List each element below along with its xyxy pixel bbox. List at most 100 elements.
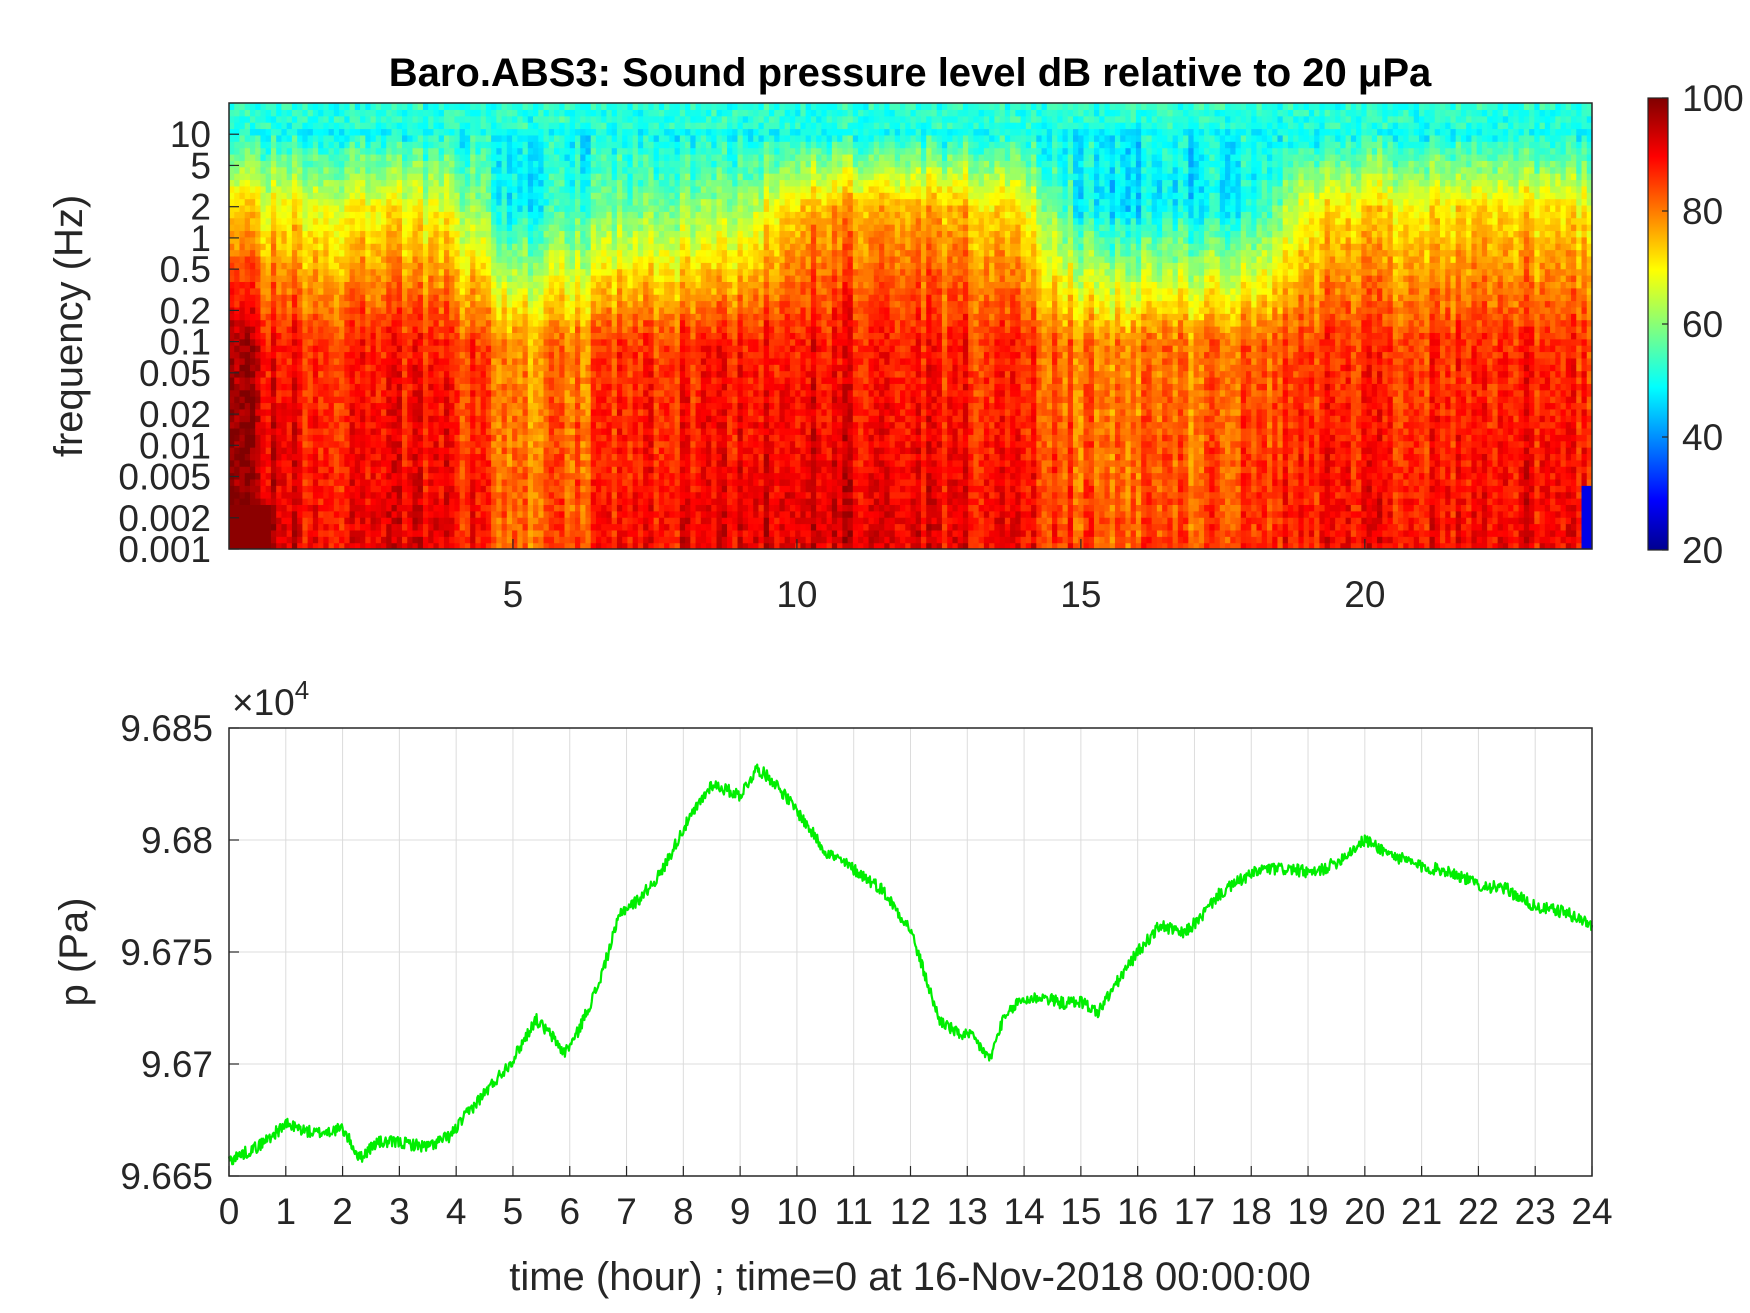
spectrogram-cell xyxy=(506,447,513,455)
spectrogram-cell xyxy=(454,345,461,353)
spectrogram-cell xyxy=(554,370,560,378)
spectrogram-cell xyxy=(543,389,550,397)
spectrogram-cell xyxy=(270,357,277,365)
spectrogram-cell xyxy=(391,115,398,123)
spectrogram-cell xyxy=(375,376,382,384)
spectrogram-cell xyxy=(475,421,482,429)
spectrogram-cell xyxy=(249,192,256,200)
spectrogram-cell xyxy=(349,128,356,136)
spectrogram-cell xyxy=(491,204,497,212)
spectrogram-cell xyxy=(590,211,597,219)
spectrogram-cell xyxy=(443,364,450,372)
spectrogram-cell xyxy=(302,268,309,276)
spectrogram-cell xyxy=(428,243,435,251)
spectrogram-cell xyxy=(428,478,435,486)
spectrogram-cell xyxy=(381,141,387,149)
spectrogram-cell xyxy=(480,166,487,174)
spectrogram-cell xyxy=(302,434,309,442)
spectrogram-cell xyxy=(354,478,361,486)
spectrogram-cell xyxy=(533,434,539,442)
spectrogram-cell xyxy=(312,236,319,244)
spectrogram-cell xyxy=(312,173,319,181)
spectrogram-cell xyxy=(370,408,377,416)
spectrogram-cell xyxy=(417,510,424,518)
spectrogram-cell xyxy=(375,300,382,308)
spectrogram-cell xyxy=(239,376,246,384)
spectrogram-cell xyxy=(480,415,487,423)
spectrogram-cell xyxy=(580,370,587,378)
spectrogram-cell xyxy=(344,421,351,429)
spectrogram-cell xyxy=(333,427,340,435)
spectrogram-cell xyxy=(470,376,476,384)
spectrogram-cell xyxy=(375,122,382,130)
spectrogram-cell xyxy=(239,357,246,365)
spectrogram-cell xyxy=(386,510,393,518)
spectrogram-cell xyxy=(255,236,262,244)
spectrogram-cell xyxy=(239,115,246,123)
spectrogram-cell xyxy=(260,472,267,480)
spectrogram-cell xyxy=(396,268,403,276)
spectrogram-cell xyxy=(255,153,262,161)
spectrogram-cell xyxy=(538,166,545,174)
spectrogram-cell xyxy=(260,447,267,455)
spectrogram-cell xyxy=(375,134,382,142)
spectrogram-cell xyxy=(234,421,241,429)
spectrogram-cell xyxy=(391,427,398,435)
spectrogram-cell xyxy=(595,147,602,155)
spectrogram-cell xyxy=(454,249,461,257)
spectrogram-cell xyxy=(244,294,251,302)
spectrogram-cell xyxy=(433,542,440,549)
spectrogram-cell xyxy=(386,217,393,225)
spectrogram-cell xyxy=(312,204,319,212)
spectrogram-cell xyxy=(464,447,471,455)
spectrogram-cell xyxy=(375,447,382,455)
spectrogram-cell xyxy=(249,230,256,238)
spectrogram-cell xyxy=(548,396,555,404)
spectrogram-cell xyxy=(438,262,445,270)
spectrogram-cell xyxy=(512,134,518,142)
spectrogram-cell xyxy=(249,173,256,181)
spectrogram-cell xyxy=(297,160,303,168)
spectrogram-cell xyxy=(533,396,539,404)
spectrogram-cell xyxy=(443,198,450,206)
spectrogram-cell xyxy=(569,319,576,327)
spectrogram-cell xyxy=(302,383,309,391)
spectrogram-cell xyxy=(454,383,461,391)
spectrogram-cell xyxy=(522,498,529,505)
spectrogram-cell xyxy=(318,185,324,193)
spectrogram-cell xyxy=(328,326,335,333)
spectrogram-cell xyxy=(302,338,309,346)
spectrogram-cell xyxy=(234,332,241,340)
spectrogram-cell xyxy=(480,345,487,353)
spectrogram-cell xyxy=(480,364,487,372)
spectrogram-cell xyxy=(464,300,471,308)
spectrogram-cell xyxy=(464,243,471,251)
spectrogram-cell xyxy=(396,300,403,308)
spectrogram-cell xyxy=(281,173,288,181)
spectrogram-cell xyxy=(386,370,393,378)
spectrogram-cell xyxy=(386,166,393,174)
spectrogram-cell xyxy=(349,230,356,238)
spectrogram-cell xyxy=(554,453,560,461)
spectrogram-cell xyxy=(517,255,524,263)
spectrogram-cell xyxy=(249,364,256,372)
spectrogram-cell xyxy=(548,376,555,384)
spectrogram-cell xyxy=(480,523,487,531)
spectrogram-cell xyxy=(512,217,518,225)
spectrogram-cell xyxy=(360,109,366,117)
spectrogram-cell xyxy=(276,472,283,480)
spectrogram-cell xyxy=(564,466,571,474)
spectrogram-cell xyxy=(396,510,403,518)
spectrogram-cell xyxy=(538,421,545,429)
spectrogram-cell xyxy=(328,115,335,123)
spectrogram-cell xyxy=(412,408,419,416)
spectrogram-cell xyxy=(438,402,445,410)
spectrogram-cell xyxy=(302,427,309,435)
spectrogram-cell xyxy=(365,268,372,276)
spectrogram-cell xyxy=(291,217,298,225)
spectrogram-cell xyxy=(554,427,560,435)
spectrogram-cell xyxy=(527,211,534,219)
spectrogram-cell xyxy=(459,166,466,174)
spectrogram-cell xyxy=(407,517,414,525)
spectrogram-cell xyxy=(433,115,440,123)
